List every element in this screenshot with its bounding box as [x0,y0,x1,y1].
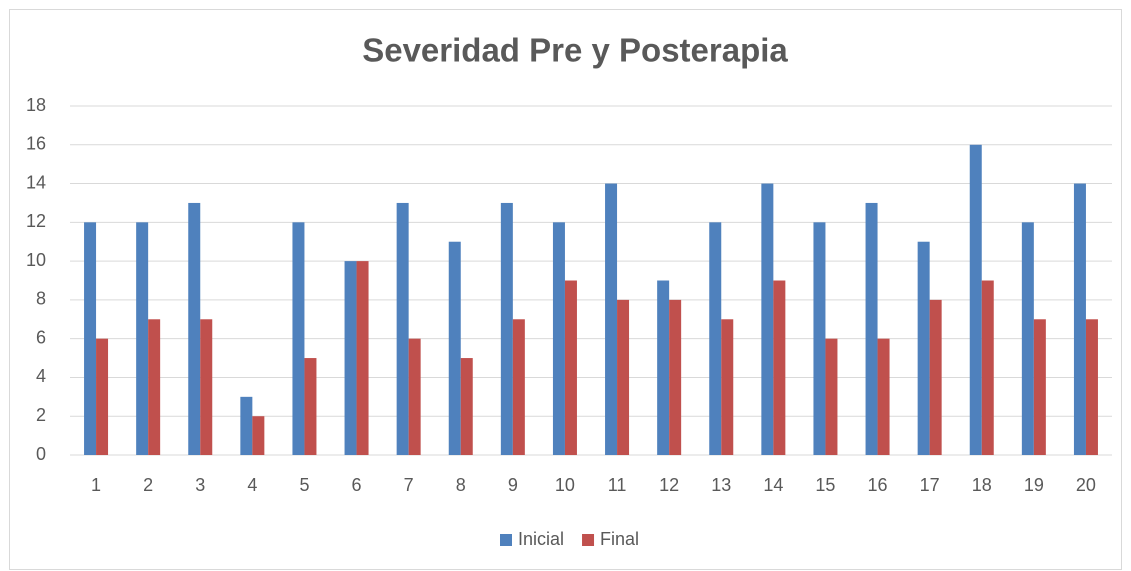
x-tick-label: 14 [763,475,783,495]
legend-label: Final [600,529,639,549]
bar [356,261,369,455]
x-tick-label: 20 [1076,475,1096,495]
bar [240,396,253,455]
bar [408,338,421,455]
bar [136,222,149,455]
bar [304,358,317,455]
x-tick-label: 15 [815,475,835,495]
bar [813,222,826,455]
x-tick-label: 8 [456,475,466,495]
y-tick-label: 4 [36,366,46,386]
y-tick-label: 10 [26,250,46,270]
bar [617,299,630,455]
bar [396,202,409,455]
bar [500,202,513,455]
bar [292,222,305,455]
legend-label: Inicial [518,529,564,549]
bar [825,338,838,455]
bar [669,299,682,455]
bar [252,416,265,455]
legend-swatch [500,534,512,546]
bar [1021,222,1034,455]
legend-swatch [582,534,595,546]
x-tick-label: 19 [1024,475,1044,495]
bar [929,299,942,455]
chart-title: Severidad Pre y Posterapia [362,32,788,69]
bar [773,280,786,455]
bar [188,202,201,455]
x-tick-label: 10 [555,475,575,495]
bar [865,202,878,455]
bar [148,319,161,455]
bar [605,183,618,456]
x-tick-label: 3 [195,475,205,495]
bar [200,319,213,455]
y-tick-label: 12 [26,211,46,231]
bar [460,358,473,455]
x-tick-label: 18 [972,475,992,495]
x-tick-label: 13 [711,475,731,495]
y-tick-label: 0 [36,444,46,464]
y-tick-label: 18 [26,95,46,115]
bar [344,261,357,455]
x-tick-label: 2 [143,475,153,495]
x-tick-label: 16 [868,475,888,495]
y-tick-label: 8 [36,289,46,309]
bar [657,280,670,455]
y-tick-label: 16 [26,134,46,154]
x-tick-label: 6 [352,475,362,495]
bar [552,222,565,455]
bar [981,280,994,455]
bar [512,319,525,455]
bar [917,241,930,455]
y-tick-label: 2 [36,405,46,425]
bar [564,280,577,455]
bar [709,222,722,455]
bar [761,183,774,456]
x-tick-label: 12 [659,475,679,495]
x-tick-label: 9 [508,475,518,495]
x-tick-label: 17 [920,475,940,495]
x-tick-label: 4 [247,475,257,495]
bar [1085,319,1098,455]
bar [448,241,461,455]
y-tick-label: 14 [26,172,46,192]
bar [96,338,109,455]
x-tick-label: 11 [608,475,627,495]
x-tick-label: 7 [404,475,414,495]
bar [84,222,97,455]
bar [1073,183,1086,456]
x-tick-label: 5 [299,475,309,495]
bar [877,338,890,455]
bar [969,144,982,455]
bar [721,319,734,455]
x-tick-label: 1 [91,475,101,495]
bar [1033,319,1046,455]
y-tick-label: 6 [36,327,46,347]
